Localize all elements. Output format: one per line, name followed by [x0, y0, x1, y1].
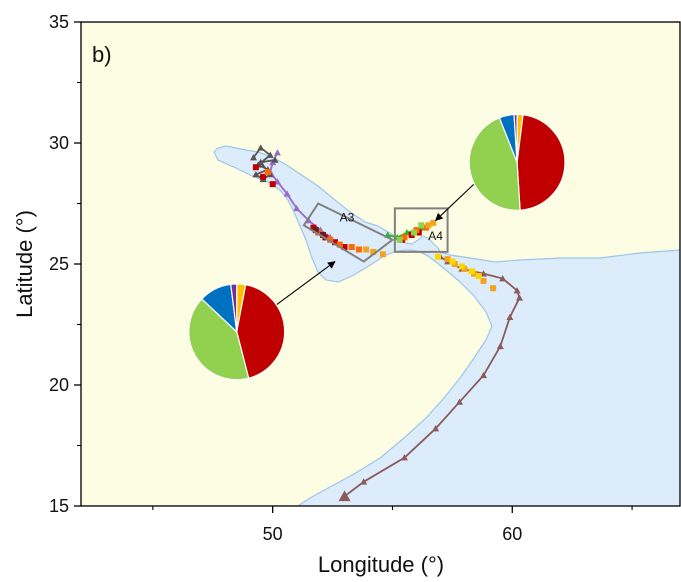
observation-point	[425, 222, 432, 229]
track-marker	[496, 342, 504, 350]
observation-point	[252, 164, 259, 171]
y-tick-label: 35	[49, 12, 69, 32]
track-marker	[403, 229, 411, 236]
observation-point	[319, 231, 326, 238]
track-marker	[513, 287, 521, 294]
observation-point	[341, 244, 348, 251]
track-marker	[432, 425, 440, 432]
observation-point	[435, 253, 442, 260]
observation-point	[260, 173, 267, 180]
pie-slice	[188, 298, 250, 381]
y-axis-title: Latitude (°)	[12, 210, 37, 318]
region-box-A3	[302, 202, 395, 263]
track-marker	[257, 158, 265, 166]
observation-point	[444, 256, 451, 263]
observation-point	[430, 219, 437, 226]
observation-point	[355, 246, 362, 253]
track-marker	[283, 190, 291, 197]
pie-slice	[230, 283, 238, 332]
observation-point	[449, 258, 456, 265]
observation-point	[269, 181, 276, 188]
track-marker	[456, 398, 464, 405]
observation-point	[363, 246, 370, 253]
track-marker	[266, 151, 274, 158]
track-marker	[273, 149, 281, 156]
pie-slice	[516, 114, 566, 211]
x-tick-label: 50	[263, 524, 283, 544]
track-marker	[515, 294, 523, 301]
observation-point	[327, 236, 334, 243]
track-marker	[257, 144, 265, 151]
observation-point	[396, 236, 403, 243]
y-tick-label: 30	[49, 133, 69, 153]
observation-point	[468, 268, 475, 275]
track-marker	[400, 454, 408, 461]
arrow-layer	[272, 183, 475, 309]
y-tick-label: 20	[49, 375, 69, 395]
track-marker	[338, 490, 351, 502]
track-marker	[273, 178, 281, 185]
pie-slice	[468, 117, 521, 211]
track-marker	[293, 204, 301, 212]
panel-label: b)	[92, 42, 112, 67]
y-tick-label: 15	[49, 496, 69, 516]
observation-point	[379, 251, 386, 258]
pie-layer	[188, 113, 566, 381]
observation-point	[480, 277, 487, 284]
observation-point	[458, 263, 465, 270]
x-axis-title: Longitude (°)	[318, 552, 444, 577]
observation-point	[312, 227, 319, 234]
track-marker	[271, 156, 279, 163]
region-label: A3	[340, 211, 355, 225]
track-marker	[250, 154, 258, 161]
observation-point	[475, 273, 482, 280]
track-marker	[499, 275, 507, 282]
observation-point	[348, 244, 355, 251]
observation-point	[490, 285, 497, 292]
track-marker	[360, 478, 368, 485]
track-line-2	[252, 146, 276, 181]
observation-point	[331, 239, 338, 246]
pie-slice	[236, 283, 286, 379]
y-tick-label: 25	[49, 254, 69, 274]
x-tick-label: 60	[502, 524, 522, 544]
track-marker	[252, 170, 260, 178]
observation-point	[336, 241, 343, 248]
observation-point	[370, 248, 377, 255]
track-marker	[506, 313, 514, 321]
pie-slice	[513, 113, 518, 163]
track-marker	[480, 270, 488, 277]
observation-point	[401, 234, 408, 241]
observation-point	[411, 229, 418, 236]
observation-point	[264, 169, 271, 176]
pointer-arrow	[272, 261, 336, 309]
pointer-arrow	[435, 183, 475, 221]
region-label: A4	[428, 229, 443, 243]
axes: 50 60 15 20 25 30 35	[49, 12, 633, 544]
observation-point	[418, 222, 425, 229]
track-marker	[480, 371, 488, 379]
